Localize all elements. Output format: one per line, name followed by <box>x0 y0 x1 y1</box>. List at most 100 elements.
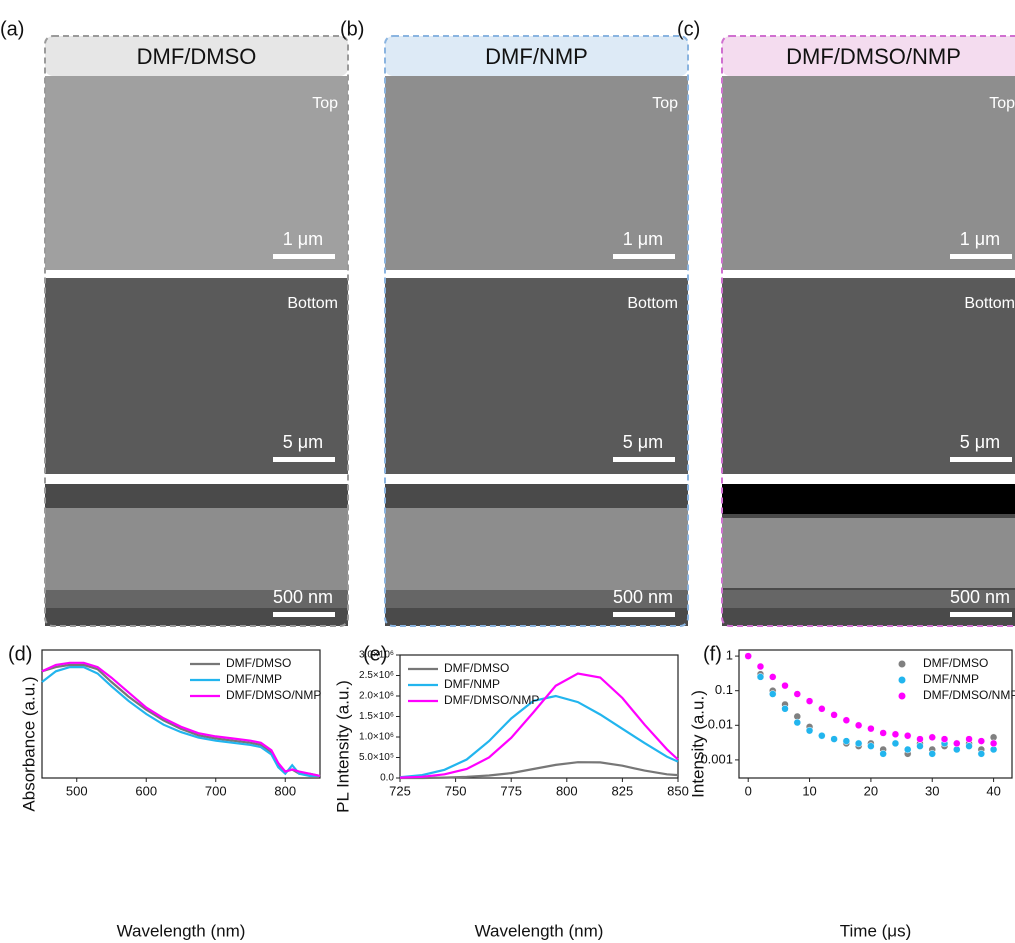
data-point <box>867 724 875 733</box>
x-tick-label: 700 <box>205 783 227 798</box>
legend-label: DMF/NMP <box>226 672 282 686</box>
series-line <box>41 661 321 777</box>
plot-area <box>744 652 998 758</box>
data-point <box>842 716 851 724</box>
y-tick-label: 3.0×10⁶ <box>359 650 394 661</box>
x-tick-label: 600 <box>135 783 157 798</box>
data-point <box>818 705 826 713</box>
scale-bar <box>613 612 675 617</box>
x-tick-label: 30 <box>925 783 939 798</box>
data-point <box>867 742 875 750</box>
data-point <box>781 705 789 713</box>
data-point <box>768 673 777 681</box>
scale-bar-label: 500 nm <box>273 587 333 607</box>
data-point <box>756 662 765 671</box>
legend-label: DMF/DMSO <box>444 661 509 675</box>
series-line <box>399 694 679 779</box>
data-point <box>953 739 961 748</box>
data-point <box>744 652 752 660</box>
plot-area <box>41 661 321 777</box>
x-axis-label: Time (μs) <box>840 921 912 940</box>
x-tick-label: 800 <box>556 783 578 798</box>
legend-swatch <box>898 660 906 668</box>
sem-bottom <box>722 278 1015 474</box>
data-point <box>879 729 887 737</box>
scale-bar-label: 1 μm <box>960 229 1000 249</box>
y-tick-label: 2.0×10⁶ <box>359 691 394 702</box>
x-tick-label: 500 <box>66 783 88 798</box>
bottom-label: Bottom <box>287 295 338 312</box>
data-point <box>854 721 863 730</box>
data-point <box>916 735 924 743</box>
data-point <box>793 718 802 727</box>
y-tick-label: 5.0×10⁵ <box>359 752 394 763</box>
scale-bar-label: 500 nm <box>950 587 1010 607</box>
scale-bar <box>273 612 335 617</box>
series-line <box>400 761 679 780</box>
y-tick-label: 0.01 <box>708 717 733 732</box>
scale-bar-label: 5 μm <box>960 432 1000 452</box>
data-point <box>903 745 912 754</box>
data-point <box>916 742 924 750</box>
y-tick-label: 1.5×10⁶ <box>359 711 394 722</box>
scale-bar-label: 1 μm <box>623 229 663 249</box>
x-axis-label: Wavelength (nm) <box>117 921 246 940</box>
legend-label: DMF/NMP <box>444 677 500 691</box>
y-tick-label: 1 <box>726 648 733 663</box>
scale-bar-label: 5 μm <box>283 432 323 452</box>
legend-label: DMF/DMSO/NMP <box>444 693 539 707</box>
data-point <box>842 737 851 745</box>
sem-bottom <box>45 278 348 474</box>
y-tick-label: 2.5×10⁶ <box>359 670 394 681</box>
sem-cross-film <box>45 508 348 592</box>
data-point <box>830 735 838 743</box>
panel-border <box>384 35 689 627</box>
x-tick-label: 800 <box>274 783 296 798</box>
panel-title: DMF/DMSO/NMP <box>786 44 961 69</box>
scale-bar <box>950 457 1012 462</box>
data-point <box>805 697 814 705</box>
panel-label: (e) <box>363 643 387 665</box>
top-label: Top <box>989 95 1015 112</box>
legend-label: DMF/DMSO/NMP <box>923 688 1015 702</box>
data-point <box>756 673 765 681</box>
scale-bar <box>950 254 1012 259</box>
scale-bar <box>950 612 1012 617</box>
data-point <box>830 711 838 719</box>
y-axis-label: Intensity (a.u.) <box>688 690 707 798</box>
data-point <box>977 737 986 745</box>
panel-header <box>45 36 348 76</box>
x-tick-label: 10 <box>802 783 816 798</box>
y-tick-label: 0.001 <box>700 751 733 766</box>
panel-label: (c) <box>677 18 700 40</box>
sem-top <box>722 76 1015 270</box>
sem-bottom <box>385 278 688 474</box>
legend-label: DMF/DMSO/NMP <box>226 688 321 702</box>
data-point <box>768 690 777 698</box>
top-label: Top <box>652 95 678 112</box>
data-point <box>928 750 936 758</box>
sem-cross-void <box>722 484 1015 514</box>
panel-label: (b) <box>340 18 364 40</box>
panel-label: (f) <box>703 643 722 665</box>
y-axis-label: Absorbance (a.u.) <box>19 676 38 811</box>
scale-bar-label: 500 nm <box>613 587 673 607</box>
panel-label: (d) <box>8 643 32 665</box>
sem-cross-substrate <box>722 590 1015 608</box>
data-point <box>879 750 887 758</box>
plot-frame <box>41 649 321 779</box>
sem-top <box>45 76 348 270</box>
scale-bar <box>273 254 335 259</box>
data-point <box>781 681 789 690</box>
x-tick-label: 0 <box>745 783 752 798</box>
series-line <box>399 672 679 779</box>
sem-top <box>385 76 688 270</box>
legend-swatch <box>898 692 906 700</box>
x-axis-label: Wavelength (nm) <box>475 921 604 940</box>
data-point <box>891 730 900 739</box>
x-tick-label: 725 <box>389 783 411 798</box>
x-tick-label: 20 <box>864 783 878 798</box>
data-point <box>903 731 912 740</box>
panel-label: (a) <box>0 18 24 40</box>
